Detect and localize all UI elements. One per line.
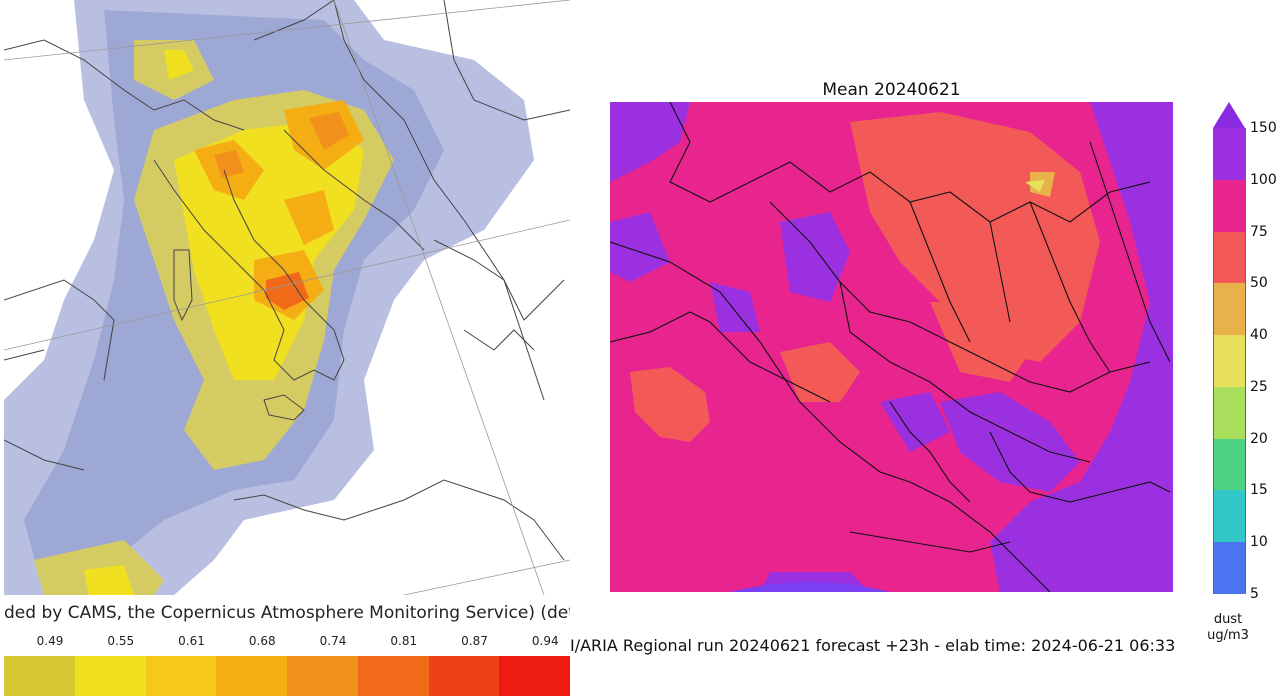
cams-scale-tick: 0.81: [390, 634, 418, 648]
aria-dust-map: [610, 102, 1173, 592]
cams-scale-tick: 0.74: [319, 634, 347, 648]
colorbar-label: 75: [1250, 223, 1268, 240]
colorbar-swatch: [1213, 128, 1246, 180]
cams-scale-swatch: [499, 656, 570, 696]
colorbar-label: 15: [1250, 482, 1268, 499]
cams-scale-swatch: [4, 656, 75, 696]
aria-caption: I/ARIA Regional run 20240621 forecast +2…: [570, 636, 1176, 655]
cams-panel: ded by CAMS, the Copernicus Atmosphere M…: [0, 0, 570, 700]
colorbar-swatch: [1213, 542, 1246, 594]
colorbar-swatch: [1213, 438, 1246, 491]
cams-scale-tick: 0.94: [531, 634, 559, 648]
colorbar-swatch: [1213, 283, 1246, 336]
colorbar-swatch: [1213, 335, 1246, 387]
colorbar-swatch: [1213, 231, 1246, 284]
cams-scale-swatch: [74, 656, 146, 696]
cams-scale-swatch: [145, 656, 217, 696]
colorbar-swatch: [1213, 179, 1246, 232]
colorbar-label: 25: [1250, 378, 1268, 395]
aria-panel: Mean 20240621: [570, 0, 1280, 700]
cams-scale-swatch: [428, 656, 500, 696]
cams-scale-tick: 0.61: [178, 634, 205, 648]
colorbar-label: 100: [1250, 171, 1277, 188]
colorbar-swatch: [1213, 386, 1246, 439]
cams-scale-tick: 0.68: [248, 634, 276, 648]
colorbar-label: 10: [1250, 534, 1268, 551]
colorbar-label: 50: [1250, 275, 1268, 292]
cams-scale-tick: 0.49: [36, 634, 64, 648]
cams-caption: ded by CAMS, the Copernicus Atmosphere M…: [4, 603, 570, 623]
colorbar-swatch: [1213, 490, 1246, 543]
cams-scale-swatch: [287, 656, 358, 696]
cams-dust-map: [4, 0, 570, 595]
cams-scale-tick: 0.55: [107, 634, 135, 648]
colorbar-label: 5: [1250, 586, 1259, 602]
cams-scale-tick: 0.87: [461, 634, 488, 648]
colorbar-label: 20: [1250, 430, 1268, 447]
aria-map-title: Mean 20240621: [822, 80, 961, 100]
colorbar-label: 40: [1250, 327, 1268, 344]
colorbar-extend-arrow: [1213, 102, 1245, 128]
colorbar-label: 150: [1250, 120, 1277, 136]
cams-color-scale: [4, 656, 570, 696]
colorbar-unit: dust ug/m3: [1198, 612, 1258, 644]
colorbar-unit-measure: ug/m3: [1207, 628, 1249, 643]
cams-scale-ticks: 0.49 0.55 0.61 0.68 0.74 0.81 0.87 0.94: [4, 634, 570, 652]
cams-scale-swatch: [216, 656, 287, 696]
colorbar-unit-quantity: dust: [1213, 612, 1243, 627]
cams-scale-swatch: [357, 656, 429, 696]
